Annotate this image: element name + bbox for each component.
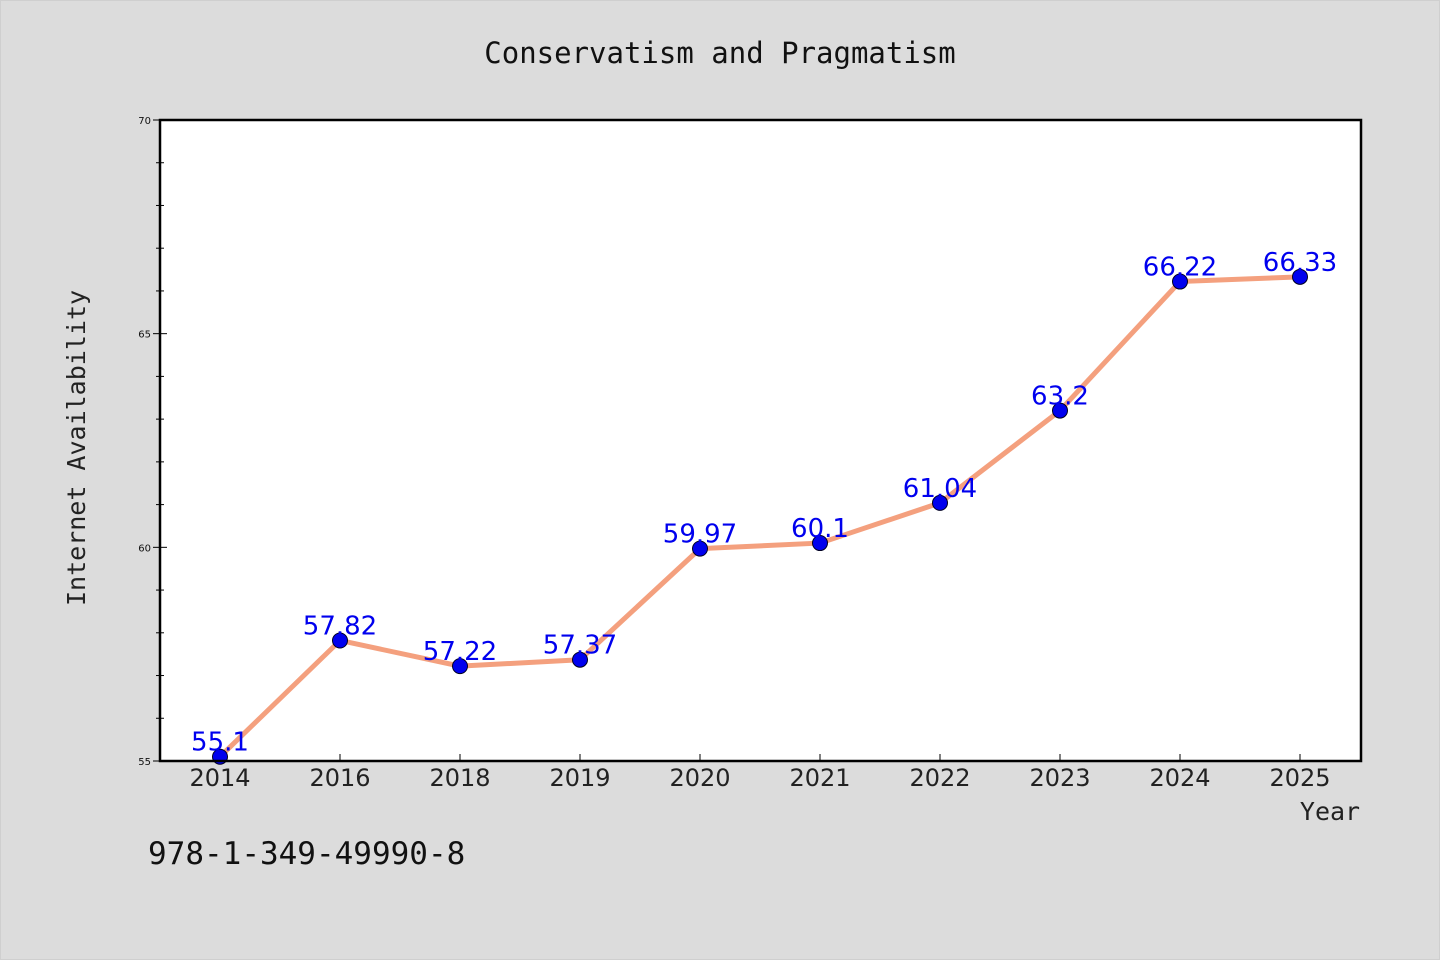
y-tick-label: 65 bbox=[138, 330, 151, 341]
data-label: 59.97 bbox=[663, 520, 737, 550]
data-point bbox=[452, 658, 468, 675]
plot-frame bbox=[158, 118, 1363, 763]
data-point bbox=[332, 632, 348, 649]
x-tick-label: 2016 bbox=[309, 764, 370, 792]
x-axis: 2014 2016 2018 2019 2020 2021 2022 2023 2024 2025 bbox=[189, 754, 1331, 792]
chart-title: Conservatism and Pragmatism bbox=[484, 36, 955, 70]
y-tick-label: 55 bbox=[138, 757, 151, 768]
y-tick-label: 60 bbox=[138, 543, 151, 554]
series-line bbox=[217, 274, 1303, 760]
y-axis-label: Internet Availability bbox=[62, 290, 91, 606]
plot-area bbox=[160, 120, 1361, 761]
data-label: 63.2 bbox=[1031, 382, 1089, 412]
data-point bbox=[1292, 268, 1308, 285]
data-label: 61.04 bbox=[903, 474, 977, 504]
data-point bbox=[1052, 402, 1068, 419]
x-tick-label: 2020 bbox=[669, 764, 730, 792]
footnote-isbn: 978-1-349-49990-8 bbox=[148, 836, 465, 872]
x-tick-label: 2018 bbox=[429, 764, 490, 792]
y-tick-label: 70 bbox=[138, 116, 151, 127]
x-tick-label: 2023 bbox=[1029, 764, 1090, 792]
data-point bbox=[1172, 273, 1188, 290]
x-tick-label: 2024 bbox=[1149, 764, 1210, 792]
data-point bbox=[572, 651, 588, 668]
x-tick-label: 2014 bbox=[189, 764, 250, 792]
data-point bbox=[812, 535, 828, 552]
x-tick-label: 2022 bbox=[909, 764, 970, 792]
data-label: 57.37 bbox=[543, 631, 617, 661]
x-tick-label: 2021 bbox=[789, 764, 850, 792]
x-tick-label: 2025 bbox=[1269, 764, 1330, 792]
data-point bbox=[932, 494, 948, 511]
series-layer: 55.1 57.82 57.22 57.37 59.97 60.1 61.04 63.2 66.… bbox=[191, 248, 1337, 765]
data-label: 57.82 bbox=[303, 611, 377, 641]
x-axis-label: Year bbox=[1300, 797, 1360, 826]
data-label: 57.22 bbox=[423, 637, 497, 667]
data-label: 66.22 bbox=[1143, 253, 1217, 283]
data-label: 60.1 bbox=[791, 514, 849, 544]
x-tick-label: 2019 bbox=[549, 764, 610, 792]
data-label: 66.33 bbox=[1263, 248, 1337, 278]
data-label: 55.1 bbox=[191, 728, 249, 758]
data-point bbox=[692, 540, 708, 557]
